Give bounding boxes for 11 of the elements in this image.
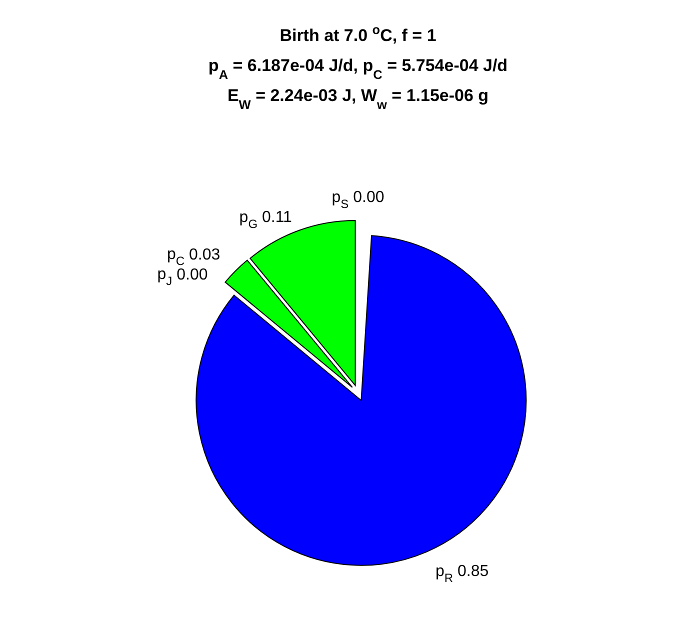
text: 0.00 (176, 266, 208, 284)
slice-label: p$_{R}$ (435, 563, 454, 586)
text: 0.00 (353, 189, 384, 206)
data-label: 0.03 (188, 246, 220, 264)
slice-label: p$_{C}$ (166, 246, 185, 268)
chart-title: Birth at 7.0 $^{o}$C, f = 1 p$_{A}$ = 6.187e-04 J/d, p$_{C}$ = 5.754e-04 J/d E$_{W}$ = 2.24e-03 J, W$_{w}$ = 1.15e-06 g (208, 22, 508, 112)
category-label: p$_{J}$ (157, 266, 172, 288)
category-label: p$_{S}$ (332, 189, 349, 212)
data-label: 0.11 (262, 209, 292, 226)
slice-label: p$_{G}$ (239, 209, 258, 232)
data-label: 0.85 (457, 563, 489, 580)
